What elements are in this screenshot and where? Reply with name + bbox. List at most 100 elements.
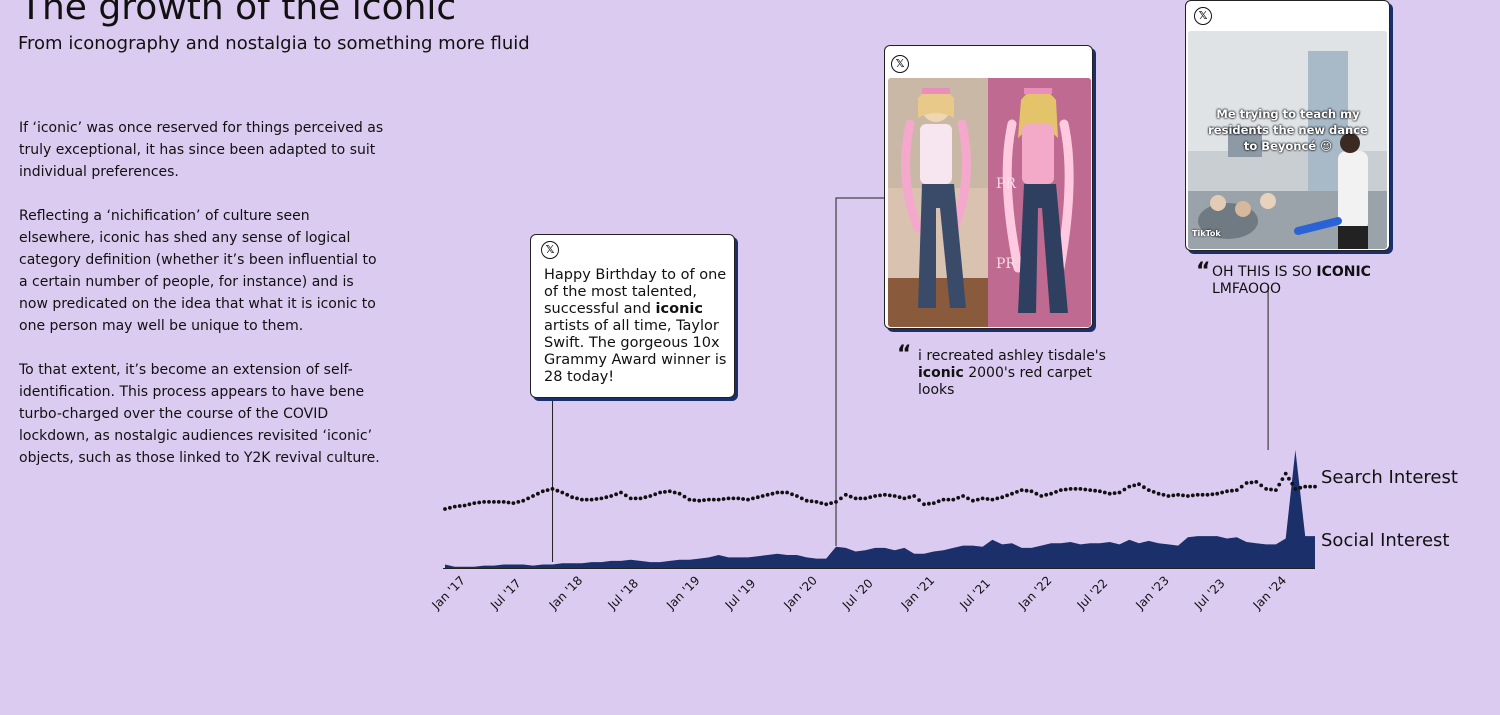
- search-interest-point: [614, 492, 618, 497]
- search-interest-point: [540, 489, 545, 494]
- search-interest-point: [799, 496, 804, 501]
- video-post-quote: OH THIS IS SO ICONIC LMFAOOO: [1212, 264, 1392, 298]
- search-interest-point: [1093, 488, 1097, 493]
- search-interest-point: [1244, 481, 1249, 485]
- search-interest-point: [1195, 492, 1200, 497]
- search-interest-point: [1107, 491, 1112, 496]
- search-interest-point: [677, 491, 682, 496]
- search-interest-point: [912, 494, 917, 498]
- search-interest-point: [1181, 493, 1185, 498]
- search-interest-point: [1132, 483, 1137, 488]
- search-interest-point: [790, 492, 794, 497]
- search-interest-point: [1287, 476, 1291, 481]
- search-interest-point: [1210, 492, 1215, 497]
- red-carpet-photo: PR PR: [888, 78, 1091, 327]
- intro-paragraph-1: If ‘iconic’ was once reserved for things…: [19, 120, 384, 180]
- video-quote-before: OH THIS IS SO: [1212, 264, 1317, 280]
- search-interest-point: [927, 501, 931, 506]
- search-interest-point: [506, 500, 511, 505]
- dance-video-still: Me trying to teach my residents the new …: [1188, 31, 1387, 249]
- search-interest-point: [716, 497, 721, 502]
- search-interest-point: [1166, 494, 1171, 498]
- search-interest-point: [1063, 487, 1068, 492]
- search-interest-point: [501, 500, 506, 504]
- search-interest-point: [550, 487, 555, 491]
- tweet-card[interactable]: 𝕏 Happy Birthday to of one of the most t…: [530, 234, 735, 398]
- search-interest-point: [633, 496, 638, 501]
- search-interest-point: [887, 493, 892, 498]
- search-interest-point: [1083, 487, 1088, 492]
- search-interest-point: [496, 500, 501, 504]
- search-interest-point: [584, 497, 589, 502]
- search-interest-point: [863, 496, 868, 501]
- search-interest-point: [477, 500, 482, 505]
- search-interest-point: [1171, 493, 1176, 498]
- search-interest-point: [462, 503, 467, 508]
- intro-paragraph-3: To that extent, it’s become an extension…: [19, 362, 380, 466]
- search-interest-point: [1274, 488, 1278, 492]
- search-interest-point: [467, 502, 472, 507]
- search-interest-point: [951, 497, 956, 502]
- search-interest-point: [648, 494, 653, 498]
- search-interest-point: [653, 492, 658, 497]
- search-interest-point: [1098, 489, 1102, 494]
- series-labels: Search Interest Social Interest: [1321, 467, 1458, 551]
- search-interest-point: [897, 495, 902, 500]
- x-tick-label: Jan '21: [898, 573, 938, 613]
- search-interest-point: [731, 496, 736, 501]
- social-interest-series: [445, 450, 1315, 568]
- x-logo-icon: 𝕏: [1194, 7, 1212, 25]
- search-interest-point: [555, 488, 560, 493]
- video-post-card[interactable]: 𝕏 Me trying to teach my residents the ne…: [1185, 0, 1390, 251]
- search-interest-point: [902, 496, 907, 501]
- search-interest-point: [570, 495, 574, 500]
- search-interest-point: [755, 495, 760, 500]
- search-interest-point: [1010, 491, 1014, 496]
- search-interest-point: [628, 496, 633, 501]
- search-interest-point: [472, 501, 477, 505]
- social-interest-area: [445, 450, 1315, 568]
- search-interest-point: [824, 502, 829, 507]
- search-interest-point: [819, 501, 824, 505]
- search-interest-point: [1234, 488, 1239, 492]
- x-tick-label: Jan '19: [663, 573, 703, 613]
- search-interest-point: [1029, 489, 1034, 494]
- x-axis: Jan '17 Jul '17 Jan '18 Jul '18 Jan '19 Jul '…: [429, 568, 1315, 613]
- photo-quote-after: 2000's red carpet looks: [918, 365, 1092, 398]
- search-interest-point: [1259, 483, 1264, 488]
- search-interest-point: [1112, 491, 1117, 495]
- search-interest-point: [726, 496, 731, 501]
- video-caption: Me trying to teach my residents the new …: [1208, 107, 1368, 153]
- x-tick-label: Jan '23: [1132, 573, 1172, 613]
- search-interest-point: [995, 496, 1000, 501]
- search-interest-point: [1200, 492, 1205, 497]
- search-interest-point: [941, 497, 946, 502]
- search-interest-point: [814, 500, 819, 504]
- search-interest-point: [1215, 491, 1220, 496]
- search-interest-point: [692, 498, 697, 502]
- search-interest-point: [707, 497, 711, 502]
- search-interest-point: [482, 500, 486, 504]
- search-interest-point: [697, 498, 702, 503]
- search-interest-point: [1220, 490, 1224, 495]
- search-interest-point: [1049, 491, 1053, 496]
- search-interest-point: [785, 490, 789, 495]
- photo-post-card[interactable]: 𝕏 PR PR: [884, 45, 1093, 329]
- search-interest-point: [687, 497, 692, 502]
- search-interest-point: [936, 499, 941, 504]
- search-interest-point: [956, 495, 961, 500]
- page-title: The growth of the iconic: [20, 0, 457, 28]
- search-interest-point: [623, 493, 628, 498]
- search-interest-point: [1068, 487, 1073, 491]
- search-interest-point: [1313, 484, 1317, 489]
- search-interest-point: [848, 494, 853, 499]
- search-interest-label: Search Interest: [1321, 467, 1458, 488]
- x-tick-label: Jul '19: [722, 576, 759, 613]
- search-interest-point: [643, 495, 648, 500]
- annotation-leaders: [552, 197, 1269, 562]
- x-tick-label: Jul '21: [956, 576, 993, 613]
- quote-mark-icon: “: [897, 342, 912, 367]
- annotation-leader-line: [835, 197, 886, 546]
- intro-text: If ‘iconic’ was once reserved for things…: [19, 117, 384, 491]
- search-interest-point: [580, 497, 584, 502]
